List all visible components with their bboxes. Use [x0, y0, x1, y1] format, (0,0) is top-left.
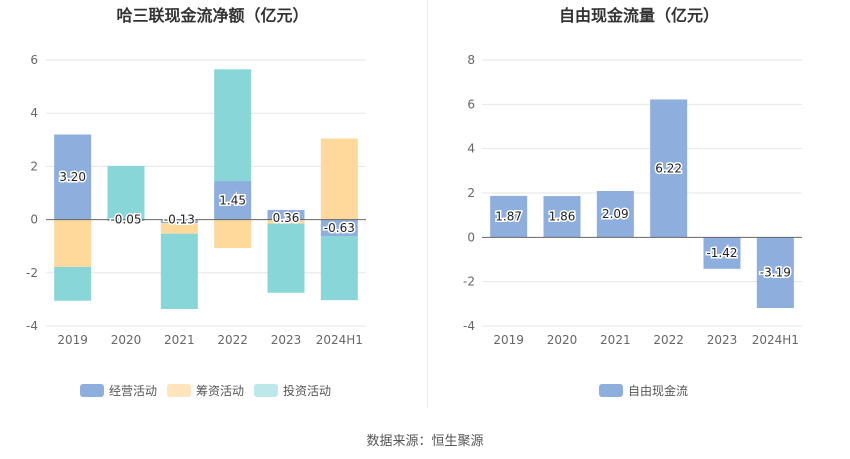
right-x-tick-label: 2019	[493, 333, 524, 347]
data-source-footer: 数据来源：恒生聚源	[366, 434, 484, 449]
left-bar-投资活动	[320, 236, 358, 301]
left-data-label: -0.05	[110, 213, 141, 227]
left-bar-筹资活动	[54, 219, 92, 267]
left-y-tick-label: 0	[30, 213, 38, 227]
legend-swatch-investing	[254, 384, 279, 397]
legend-label-financing: 筹资活动	[196, 384, 245, 398]
right-x-tick-label: 2021	[600, 333, 631, 347]
left-legend: 经营活动 筹资活动 投资活动	[80, 382, 341, 399]
right-chart-title: 自由现金流量（亿元）	[558, 6, 719, 25]
left-bar-投资活动	[214, 69, 252, 182]
legend-item-free-cashflow[interactable]: 自由现金流	[599, 382, 688, 399]
left-data-label: 0.36	[273, 211, 300, 225]
legend-item-investing[interactable]: 投资活动	[254, 382, 331, 399]
right-x-tick-label: 2023	[707, 333, 738, 347]
right-data-label: 1.87	[495, 210, 522, 224]
legend-label-free-cashflow: 自由现金流	[628, 384, 689, 398]
legend-item-operating[interactable]: 经营活动	[80, 382, 157, 399]
left-x-tick-label: 2024H1	[316, 333, 363, 347]
cashflow-net-chart: 6 4 2 0 -2 -4 2019 2020 2021 2022 2023 2024H1 3.20 -0…	[26, 53, 366, 347]
left-bar-经营活动	[160, 219, 198, 224]
left-y-tick-label: 6	[30, 53, 38, 67]
legend-label-investing: 投资活动	[283, 384, 332, 398]
left-x-tick-label: 2023	[271, 333, 302, 347]
right-data-label: 2.09	[602, 207, 629, 221]
legend-label-operating: 经营活动	[109, 384, 158, 398]
left-y-tick-label: -2	[26, 266, 38, 280]
left-bar-投资活动	[54, 266, 92, 301]
left-x-tick-label: 2022	[217, 333, 248, 347]
left-chart-title: 哈三联现金流净额（亿元）	[116, 6, 309, 25]
right-bar-自由现金流	[756, 237, 794, 309]
left-bar-经营活动	[320, 219, 358, 237]
panel-divider	[427, 0, 428, 408]
left-bar-筹资活动	[160, 223, 198, 234]
left-bar-经营活动	[267, 210, 305, 220]
left-y-tick-label: 4	[30, 106, 38, 120]
left-data-label: 3.20	[59, 170, 86, 184]
right-y-tick-label: -4	[463, 319, 475, 333]
right-x-tick-label: 2022	[653, 333, 684, 347]
free-cashflow-chart: 8 6 4 2 0 -2 -4 2019 2020 2021 2022 2023 2024H1 1.87 1…	[463, 53, 802, 347]
right-bar-自由现金流	[650, 99, 688, 238]
right-bar-自由现金流	[703, 237, 741, 269]
left-y-tick-label: -4	[26, 319, 38, 333]
right-bar-自由现金流	[543, 196, 581, 238]
right-y-tick-label: 6	[467, 97, 475, 111]
left-bar-筹资活动	[267, 219, 305, 224]
left-data-label: -0.13	[164, 213, 195, 227]
right-bar-自由现金流	[596, 191, 634, 238]
left-y-tick-label: 2	[30, 159, 38, 173]
right-y-tick-label: 4	[467, 142, 475, 156]
left-data-label: 1.45	[219, 193, 246, 207]
legend-swatch-free-cashflow	[599, 384, 623, 397]
left-bar-经营活动	[54, 134, 92, 220]
right-x-tick-label: 2024H1	[752, 333, 799, 347]
legend-swatch-financing	[167, 384, 192, 397]
left-bar-筹资活动	[320, 138, 358, 220]
left-x-tick-label: 2020	[111, 333, 142, 347]
left-bar-投资活动	[107, 165, 145, 220]
left-bar-投资活动	[267, 223, 305, 293]
left-x-tick-label: 2021	[164, 333, 195, 347]
right-y-tick-label: 8	[467, 53, 475, 67]
right-data-label: -3.19	[760, 266, 791, 280]
left-bar-投资活动	[160, 233, 198, 309]
right-data-label: 6.22	[655, 161, 682, 175]
legend-item-financing[interactable]: 筹资活动	[167, 382, 244, 399]
right-y-tick-label: 2	[467, 186, 475, 200]
right-y-tick-label: -2	[463, 275, 475, 289]
right-data-label: -1.42	[706, 246, 737, 260]
right-x-tick-label: 2020	[547, 333, 578, 347]
left-bar-筹资活动	[214, 219, 252, 249]
right-data-label: 1.86	[549, 210, 576, 224]
legend-swatch-operating	[80, 384, 104, 397]
right-legend: 自由现金流	[599, 382, 698, 399]
left-bar-经营活动	[214, 181, 252, 220]
left-x-tick-label: 2019	[57, 333, 88, 347]
left-data-label: -0.63	[324, 221, 355, 235]
right-bar-自由现金流	[490, 195, 528, 238]
left-bar-经营活动	[107, 219, 145, 221]
right-y-tick-label: 0	[467, 230, 475, 244]
